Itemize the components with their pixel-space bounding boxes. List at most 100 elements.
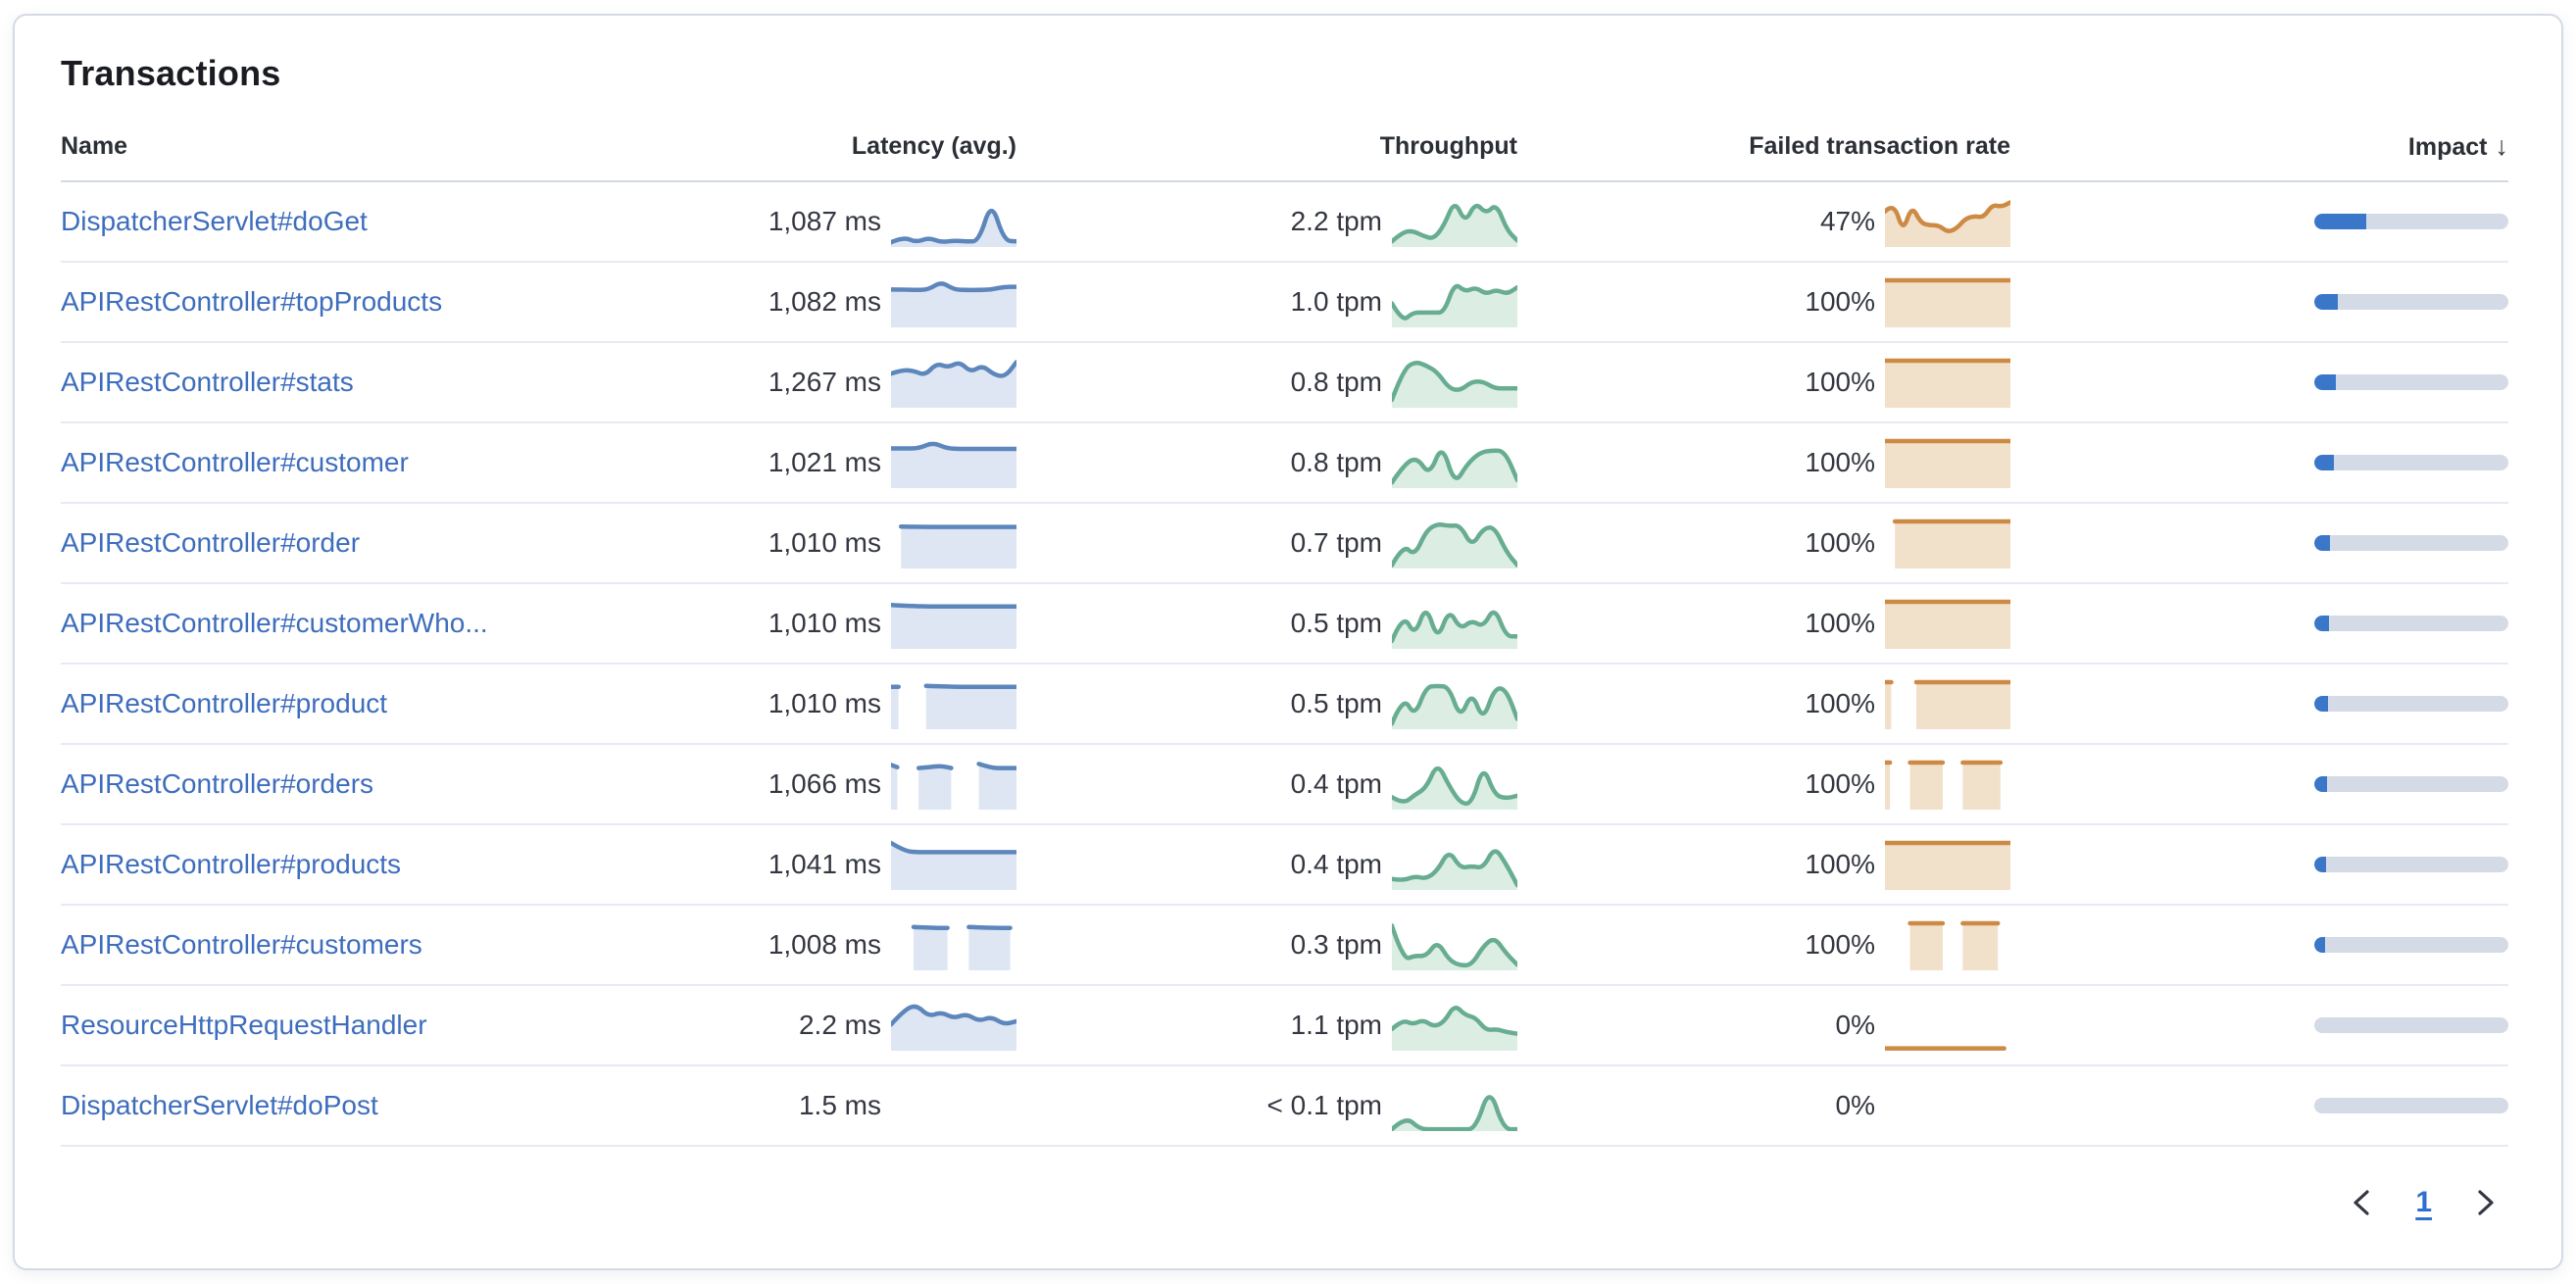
chevron-left-icon xyxy=(2353,1190,2369,1215)
latency-sparkline xyxy=(888,437,1019,488)
failed-rate-sparkline xyxy=(1882,759,2010,810)
failed-rate-value: 0% xyxy=(1835,1010,1875,1040)
impact-bar xyxy=(2314,374,2508,390)
failed-rate-value: 100% xyxy=(1805,768,1875,799)
failed-rate-sparkline xyxy=(1882,1000,2010,1051)
latency-sparkline xyxy=(888,357,1019,408)
impact-bar xyxy=(2314,1098,2508,1113)
throughput-sparkline xyxy=(1389,919,1520,970)
chevron-right-icon xyxy=(2478,1190,2494,1215)
latency-value: 1,010 ms xyxy=(768,527,881,558)
table-row: ResourceHttpRequestHandler 2.2 ms 1.1 tp… xyxy=(61,986,2508,1066)
latency-value: 1,087 ms xyxy=(768,206,881,236)
failed-rate-value: 100% xyxy=(1805,929,1875,960)
throughput-sparkline xyxy=(1389,1000,1520,1051)
transaction-link[interactable]: APIRestController#order xyxy=(61,527,361,558)
column-header-impact[interactable]: Impact ↓ xyxy=(2407,130,2509,161)
latency-sparkline xyxy=(891,919,1016,970)
table-row: APIRestController#products 1,041 ms 0.4 … xyxy=(61,825,2508,906)
transaction-link[interactable]: APIRestController#orders xyxy=(61,768,374,799)
impact-bar-fill xyxy=(2314,937,2325,953)
throughput-value: 0.3 tpm xyxy=(1290,929,1382,960)
failed-rate-value: 100% xyxy=(1805,849,1875,879)
latency-sparkline xyxy=(888,678,1019,729)
transaction-link[interactable]: APIRestController#customerWho... xyxy=(61,608,488,638)
table-row: APIRestController#orders 1,066 ms 0.4 tp… xyxy=(61,745,2508,825)
impact-bar xyxy=(2314,535,2508,551)
transaction-link[interactable]: APIRestController#customer xyxy=(61,447,409,477)
column-header-throughput[interactable]: Throughput xyxy=(1379,131,1517,160)
throughput-value: 0.8 tpm xyxy=(1290,367,1382,397)
column-header-failed-rate[interactable]: Failed transaction rate xyxy=(1749,131,2010,160)
throughput-value: 0.4 tpm xyxy=(1290,849,1382,879)
latency-value: 1,010 ms xyxy=(768,608,881,638)
throughput-sparkline xyxy=(1389,759,1520,810)
throughput-value: < 0.1 tpm xyxy=(1266,1090,1382,1120)
transaction-link[interactable]: APIRestController#topProducts xyxy=(61,286,443,317)
transaction-link[interactable]: APIRestController#products xyxy=(61,849,402,879)
latency-value: 1,082 ms xyxy=(768,286,881,317)
table-row: APIRestController#topProducts 1,082 ms 1… xyxy=(61,263,2508,343)
table-row: APIRestController#stats 1,267 ms 0.8 tpm… xyxy=(61,343,2508,423)
pagination: 1 xyxy=(61,1186,2508,1219)
throughput-sparkline xyxy=(1389,437,1520,488)
latency-sparkline xyxy=(888,196,1019,247)
transaction-link[interactable]: DispatcherServlet#doGet xyxy=(61,206,368,236)
failed-rate-value: 100% xyxy=(1805,367,1875,397)
transaction-link[interactable]: APIRestController#customers xyxy=(61,929,422,960)
impact-bar xyxy=(2314,294,2508,310)
table-row: APIRestController#order 1,010 ms 0.7 tpm… xyxy=(61,504,2508,584)
failed-rate-value: 100% xyxy=(1805,688,1875,718)
table-row: APIRestController#customer 1,021 ms 0.8 … xyxy=(61,423,2508,504)
prev-page-button[interactable] xyxy=(2345,1186,2378,1219)
failed-rate-value: 100% xyxy=(1805,447,1875,477)
impact-bar xyxy=(2314,696,2508,712)
failed-rate-sparkline xyxy=(1882,276,2013,327)
impact-bar xyxy=(2314,455,2508,470)
impact-bar-fill xyxy=(2314,857,2326,872)
impact-bar-fill xyxy=(2314,776,2327,792)
failed-rate-value: 100% xyxy=(1805,608,1875,638)
impact-bar xyxy=(2314,776,2508,792)
page-1-link[interactable]: 1 xyxy=(2415,1186,2432,1218)
throughput-sparkline xyxy=(1389,678,1520,729)
table-row: APIRestController#product 1,010 ms 0.5 t… xyxy=(61,665,2508,745)
impact-bar-fill xyxy=(2314,616,2329,631)
failed-rate-value: 100% xyxy=(1805,286,1875,317)
impact-bar-fill xyxy=(2314,214,2367,229)
failed-rate-sparkline xyxy=(1882,839,2013,890)
latency-value: 2.2 ms xyxy=(798,1010,881,1040)
table-row: DispatcherServlet#doPost 1.5 ms < 0.1 tp… xyxy=(61,1066,2508,1147)
throughput-value: 2.2 tpm xyxy=(1290,206,1382,236)
next-page-button[interactable] xyxy=(2469,1186,2502,1219)
transaction-link[interactable]: ResourceHttpRequestHandler xyxy=(61,1010,427,1040)
table-row: DispatcherServlet#doGet 1,087 ms 2.2 tpm… xyxy=(61,182,2508,263)
transaction-link[interactable]: APIRestController#product xyxy=(61,688,388,718)
latency-value: 1,267 ms xyxy=(768,367,881,397)
latency-sparkline xyxy=(888,598,1019,649)
throughput-value: 1.0 tpm xyxy=(1290,286,1382,317)
failed-rate-value: 47% xyxy=(1819,206,1875,236)
throughput-sparkline xyxy=(1389,598,1520,649)
impact-bar xyxy=(2314,937,2508,953)
column-header-name[interactable]: Name xyxy=(61,131,128,160)
impact-bar xyxy=(2314,1017,2508,1033)
transaction-link[interactable]: APIRestController#stats xyxy=(61,367,354,397)
transaction-link[interactable]: DispatcherServlet#doPost xyxy=(61,1090,378,1120)
latency-value: 1,066 ms xyxy=(768,768,881,799)
table-body: DispatcherServlet#doGet 1,087 ms 2.2 tpm… xyxy=(61,182,2508,1147)
throughput-value: 0.8 tpm xyxy=(1290,447,1382,477)
impact-bar xyxy=(2314,214,2508,229)
failed-rate-sparkline xyxy=(1882,437,2013,488)
column-header-latency[interactable]: Latency (avg.) xyxy=(851,131,1016,160)
impact-bar-fill xyxy=(2314,294,2338,310)
impact-bar xyxy=(2314,616,2508,631)
impact-bar xyxy=(2314,857,2508,872)
latency-value: 1,041 ms xyxy=(768,849,881,879)
latency-sparkline xyxy=(888,276,1019,327)
throughput-sparkline xyxy=(1389,196,1520,247)
sort-desc-icon: ↓ xyxy=(2495,130,2509,161)
latency-sparkline xyxy=(888,759,1019,810)
latency-sparkline xyxy=(888,1000,1019,1051)
throughput-value: 0.5 tpm xyxy=(1290,688,1382,718)
